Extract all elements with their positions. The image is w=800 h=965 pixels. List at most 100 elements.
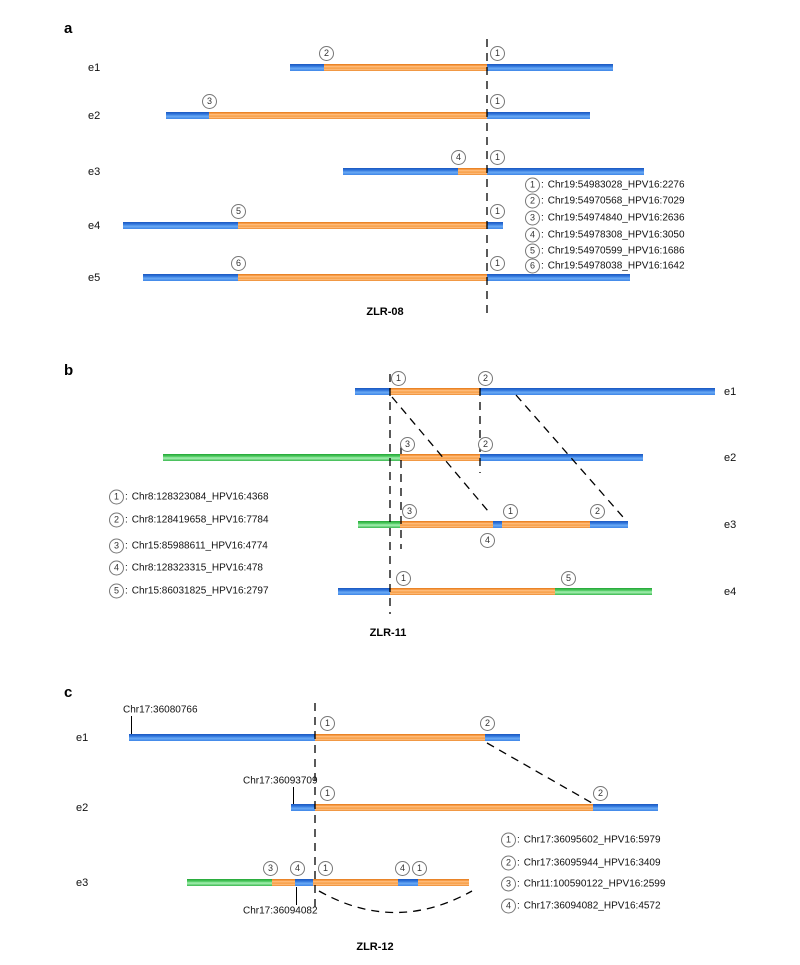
legend-separator: : xyxy=(541,212,544,224)
read-label: e2 xyxy=(76,802,89,814)
legend-separator: : xyxy=(541,245,544,257)
junction-marker: 2 xyxy=(319,46,334,61)
legend-breakpoint-text: Chr19:54970599_HPV16:1686 xyxy=(547,245,685,257)
panel-letter: a xyxy=(64,20,73,37)
junction-marker: 1 xyxy=(490,46,505,61)
hpv-segment xyxy=(324,64,487,71)
junction-marker: 5 xyxy=(231,204,246,219)
legend-breakpoint-text: Chr8:128419658_HPV16:7784 xyxy=(131,514,269,526)
hpv-segment xyxy=(390,388,480,395)
legend-junction-marker: 3 xyxy=(109,538,124,554)
hpv-segment xyxy=(238,274,487,281)
read-label: e3 xyxy=(88,166,101,178)
hpv-segment xyxy=(272,879,295,886)
chromosome-segment-blue xyxy=(480,454,643,461)
chromosome-segment-blue xyxy=(291,804,315,811)
legend-separator: : xyxy=(541,229,544,241)
legend-breakpoint-text: Chr15:86031825_HPV16:2797 xyxy=(131,585,269,597)
junction-marker: 2 xyxy=(593,786,608,801)
read-label: e5 xyxy=(88,272,101,284)
legend-breakpoint-text: Chr15:85988611_HPV16:4774 xyxy=(131,540,268,552)
junction-marker: 1 xyxy=(320,786,335,801)
legend-junction-marker: 2 xyxy=(525,193,540,209)
chromosome-segment-blue xyxy=(480,388,715,395)
chromosome-segment-blue xyxy=(295,879,313,886)
read-label: e1 xyxy=(724,386,737,398)
legend-junction-marker: 3 xyxy=(501,876,516,892)
legend-breakpoint-text: Chr19:54978038_HPV16:1642 xyxy=(547,260,685,272)
chromosome-segment-blue xyxy=(290,64,324,71)
hpv-segment xyxy=(502,521,590,528)
legend-item: 3: Chr19:54974840_HPV16:2636 xyxy=(525,210,685,226)
junction-marker: 1 xyxy=(490,256,505,271)
read-label: e1 xyxy=(88,62,101,74)
coordinate-label: Chr17:36080766 xyxy=(123,704,198,716)
legend-item: 2: Chr8:128419658_HPV16:7784 xyxy=(109,512,269,528)
junction-marker: 4 xyxy=(290,861,305,876)
read-label: e2 xyxy=(724,452,737,464)
junction-marker: 1 xyxy=(490,94,505,109)
chromosome-segment-blue xyxy=(355,388,390,395)
hpv-segment xyxy=(458,168,487,175)
legend-separator: : xyxy=(541,179,544,191)
chromosome-segment-green xyxy=(358,521,400,528)
read-label: e2 xyxy=(88,110,101,122)
legend-breakpoint-text: Chr8:128323084_HPV16:4368 xyxy=(131,491,269,503)
legend-separator: : xyxy=(125,491,128,503)
read-label: e3 xyxy=(724,519,737,531)
chromosome-segment-blue xyxy=(123,222,238,229)
hpv-segment xyxy=(418,879,469,886)
legend-breakpoint-text: Chr17:36094082_HPV16:4572 xyxy=(523,900,661,912)
legend-item: 5: Chr15:86031825_HPV16:2797 xyxy=(109,583,269,599)
junction-marker: 1 xyxy=(318,861,333,876)
legend-breakpoint-text: Chr19:54970568_HPV16:7029 xyxy=(547,195,685,207)
legend-junction-marker: 5 xyxy=(109,583,124,599)
legend-junction-marker: 4 xyxy=(109,560,124,576)
chromosome-segment-blue xyxy=(487,274,630,281)
junction-marker: 1 xyxy=(396,571,411,586)
junction-marker: 2 xyxy=(478,437,493,452)
legend-separator: : xyxy=(125,540,128,552)
sample-name: ZLR-11 xyxy=(369,627,407,639)
legend-breakpoint-text: Chr8:128323315_HPV16:478 xyxy=(131,562,263,574)
chromosome-segment-blue xyxy=(487,64,613,71)
junction-marker: 4 xyxy=(451,150,466,165)
junction-marker: 1 xyxy=(490,204,505,219)
legend-junction-marker: 6 xyxy=(525,258,540,274)
junction-marker: 5 xyxy=(561,571,576,586)
junction-marker: 3 xyxy=(263,861,278,876)
junction-marker: 2 xyxy=(590,504,605,519)
legend-item: 4: Chr17:36094082_HPV16:4572 xyxy=(501,898,661,914)
legend-breakpoint-text: Chr17:36095944_HPV16:3409 xyxy=(523,857,661,869)
read-label: e4 xyxy=(88,220,101,232)
read-label: e1 xyxy=(76,732,89,744)
junction-marker: 1 xyxy=(391,371,406,386)
legend-separator: : xyxy=(541,195,544,207)
junction-marker: 3 xyxy=(202,94,217,109)
chromosome-segment-blue xyxy=(343,168,458,175)
junction-marker: 3 xyxy=(400,437,415,452)
chromosome-segment-blue xyxy=(485,734,520,741)
legend-separator: : xyxy=(517,857,520,869)
legend-separator: : xyxy=(125,562,128,574)
legend-item: 3: Chr15:85988611_HPV16:4774 xyxy=(109,538,268,554)
junction-marker: 2 xyxy=(478,371,493,386)
chromosome-segment-blue xyxy=(590,521,628,528)
panel-letter: b xyxy=(64,362,74,379)
chromosome-segment-blue xyxy=(143,274,238,281)
legend-breakpoint-text: Chr19:54974840_HPV16:2636 xyxy=(547,212,685,224)
legend-breakpoint-text: Chr19:54983028_HPV16:2276 xyxy=(547,179,685,191)
chromosome-segment-blue xyxy=(338,588,390,595)
legend-breakpoint-text: Chr11:100590122_HPV16:2599 xyxy=(523,878,666,890)
legend-junction-marker: 3 xyxy=(525,210,540,226)
legend-item: 4: Chr19:54978308_HPV16:3050 xyxy=(525,227,685,243)
legend-item: 5: Chr19:54970599_HPV16:1686 xyxy=(525,243,685,259)
legend-item: 4: Chr8:128323315_HPV16:478 xyxy=(109,560,263,576)
dashed-connector-arc xyxy=(318,890,473,914)
hpv-segment xyxy=(390,588,555,595)
legend-item: 1: Chr19:54983028_HPV16:2276 xyxy=(525,177,685,193)
legend-separator: : xyxy=(517,900,520,912)
dashed-connector-line xyxy=(486,742,593,804)
chromosome-segment-green xyxy=(555,588,652,595)
